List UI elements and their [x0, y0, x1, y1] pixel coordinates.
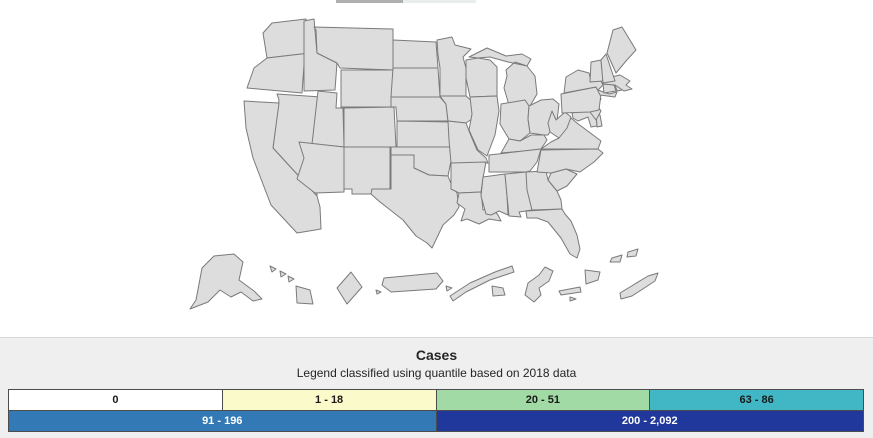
state-michigan[interactable] [468, 47, 538, 107]
state-louisiana[interactable] [456, 191, 502, 225]
territory-american-samoa[interactable] [449, 265, 515, 302]
state-utah[interactable] [311, 90, 345, 148]
us-choropleth-map [189, 18, 659, 310]
state-indiana[interactable] [499, 99, 531, 142]
state-new-mexico[interactable] [343, 146, 391, 195]
state-montana[interactable] [313, 26, 394, 71]
legend-class-cell: 63 - 86 [649, 389, 864, 411]
territory-us-virgin-islands[interactable] [609, 248, 659, 300]
state-georgia[interactable] [525, 170, 563, 211]
state-south-dakota[interactable] [390, 67, 441, 98]
state-west-virginia[interactable] [547, 110, 572, 139]
state-illinois[interactable] [468, 95, 500, 157]
slider-filled-segment [336, 0, 404, 3]
territory-puerto-rico[interactable] [375, 272, 453, 295]
state-oregon[interactable] [246, 52, 312, 94]
slider-empty-segment [403, 0, 476, 3]
state-nebraska[interactable] [390, 96, 449, 122]
state-arkansas[interactable] [450, 161, 487, 194]
state-tennessee[interactable] [488, 148, 542, 173]
state-alaska[interactable] [189, 253, 263, 310]
state-virginia[interactable] [540, 117, 602, 150]
territory-northern-mariana-islands[interactable] [558, 269, 601, 302]
legend-subtitle: Legend classified using quantile based o… [296, 366, 577, 380]
state-washington[interactable] [262, 18, 311, 59]
state-wisconsin[interactable] [465, 57, 498, 98]
state-new-hampshire[interactable] [600, 53, 616, 84]
state-florida[interactable] [525, 208, 581, 259]
state-texas[interactable] [370, 154, 460, 249]
state-maine[interactable] [606, 26, 637, 74]
territory-guam[interactable] [524, 266, 554, 303]
state-wyoming[interactable] [340, 69, 395, 108]
time-slider-track[interactable] [336, 0, 476, 3]
legend-class-cell: 200 - 2,092 [435, 410, 864, 432]
state-iowa[interactable] [439, 95, 475, 124]
legend-title: Cases [415, 347, 458, 363]
legend-row-2: 91 - 196 200 - 2,092 [8, 410, 864, 432]
legend-panel: Cases Legend classified using quantile b… [0, 337, 873, 438]
state-new-york[interactable] [563, 69, 618, 98]
legend-class-cell: 1 - 18 [221, 389, 437, 411]
state-hawaii[interactable] [269, 265, 314, 305]
state-north-dakota[interactable] [392, 39, 439, 69]
state-north-carolina[interactable] [536, 148, 604, 174]
state-kansas[interactable] [396, 120, 454, 148]
legend-class-cell: 91 - 196 [8, 410, 437, 432]
legend-class-cell: 20 - 51 [435, 389, 651, 411]
state-mississippi[interactable] [480, 173, 509, 216]
legend-class-cell: 0 [8, 389, 223, 411]
state-california[interactable] [243, 100, 322, 234]
district-of-columbia[interactable] [336, 271, 363, 305]
state-colorado[interactable] [343, 106, 397, 148]
state-missouri[interactable] [447, 120, 489, 164]
